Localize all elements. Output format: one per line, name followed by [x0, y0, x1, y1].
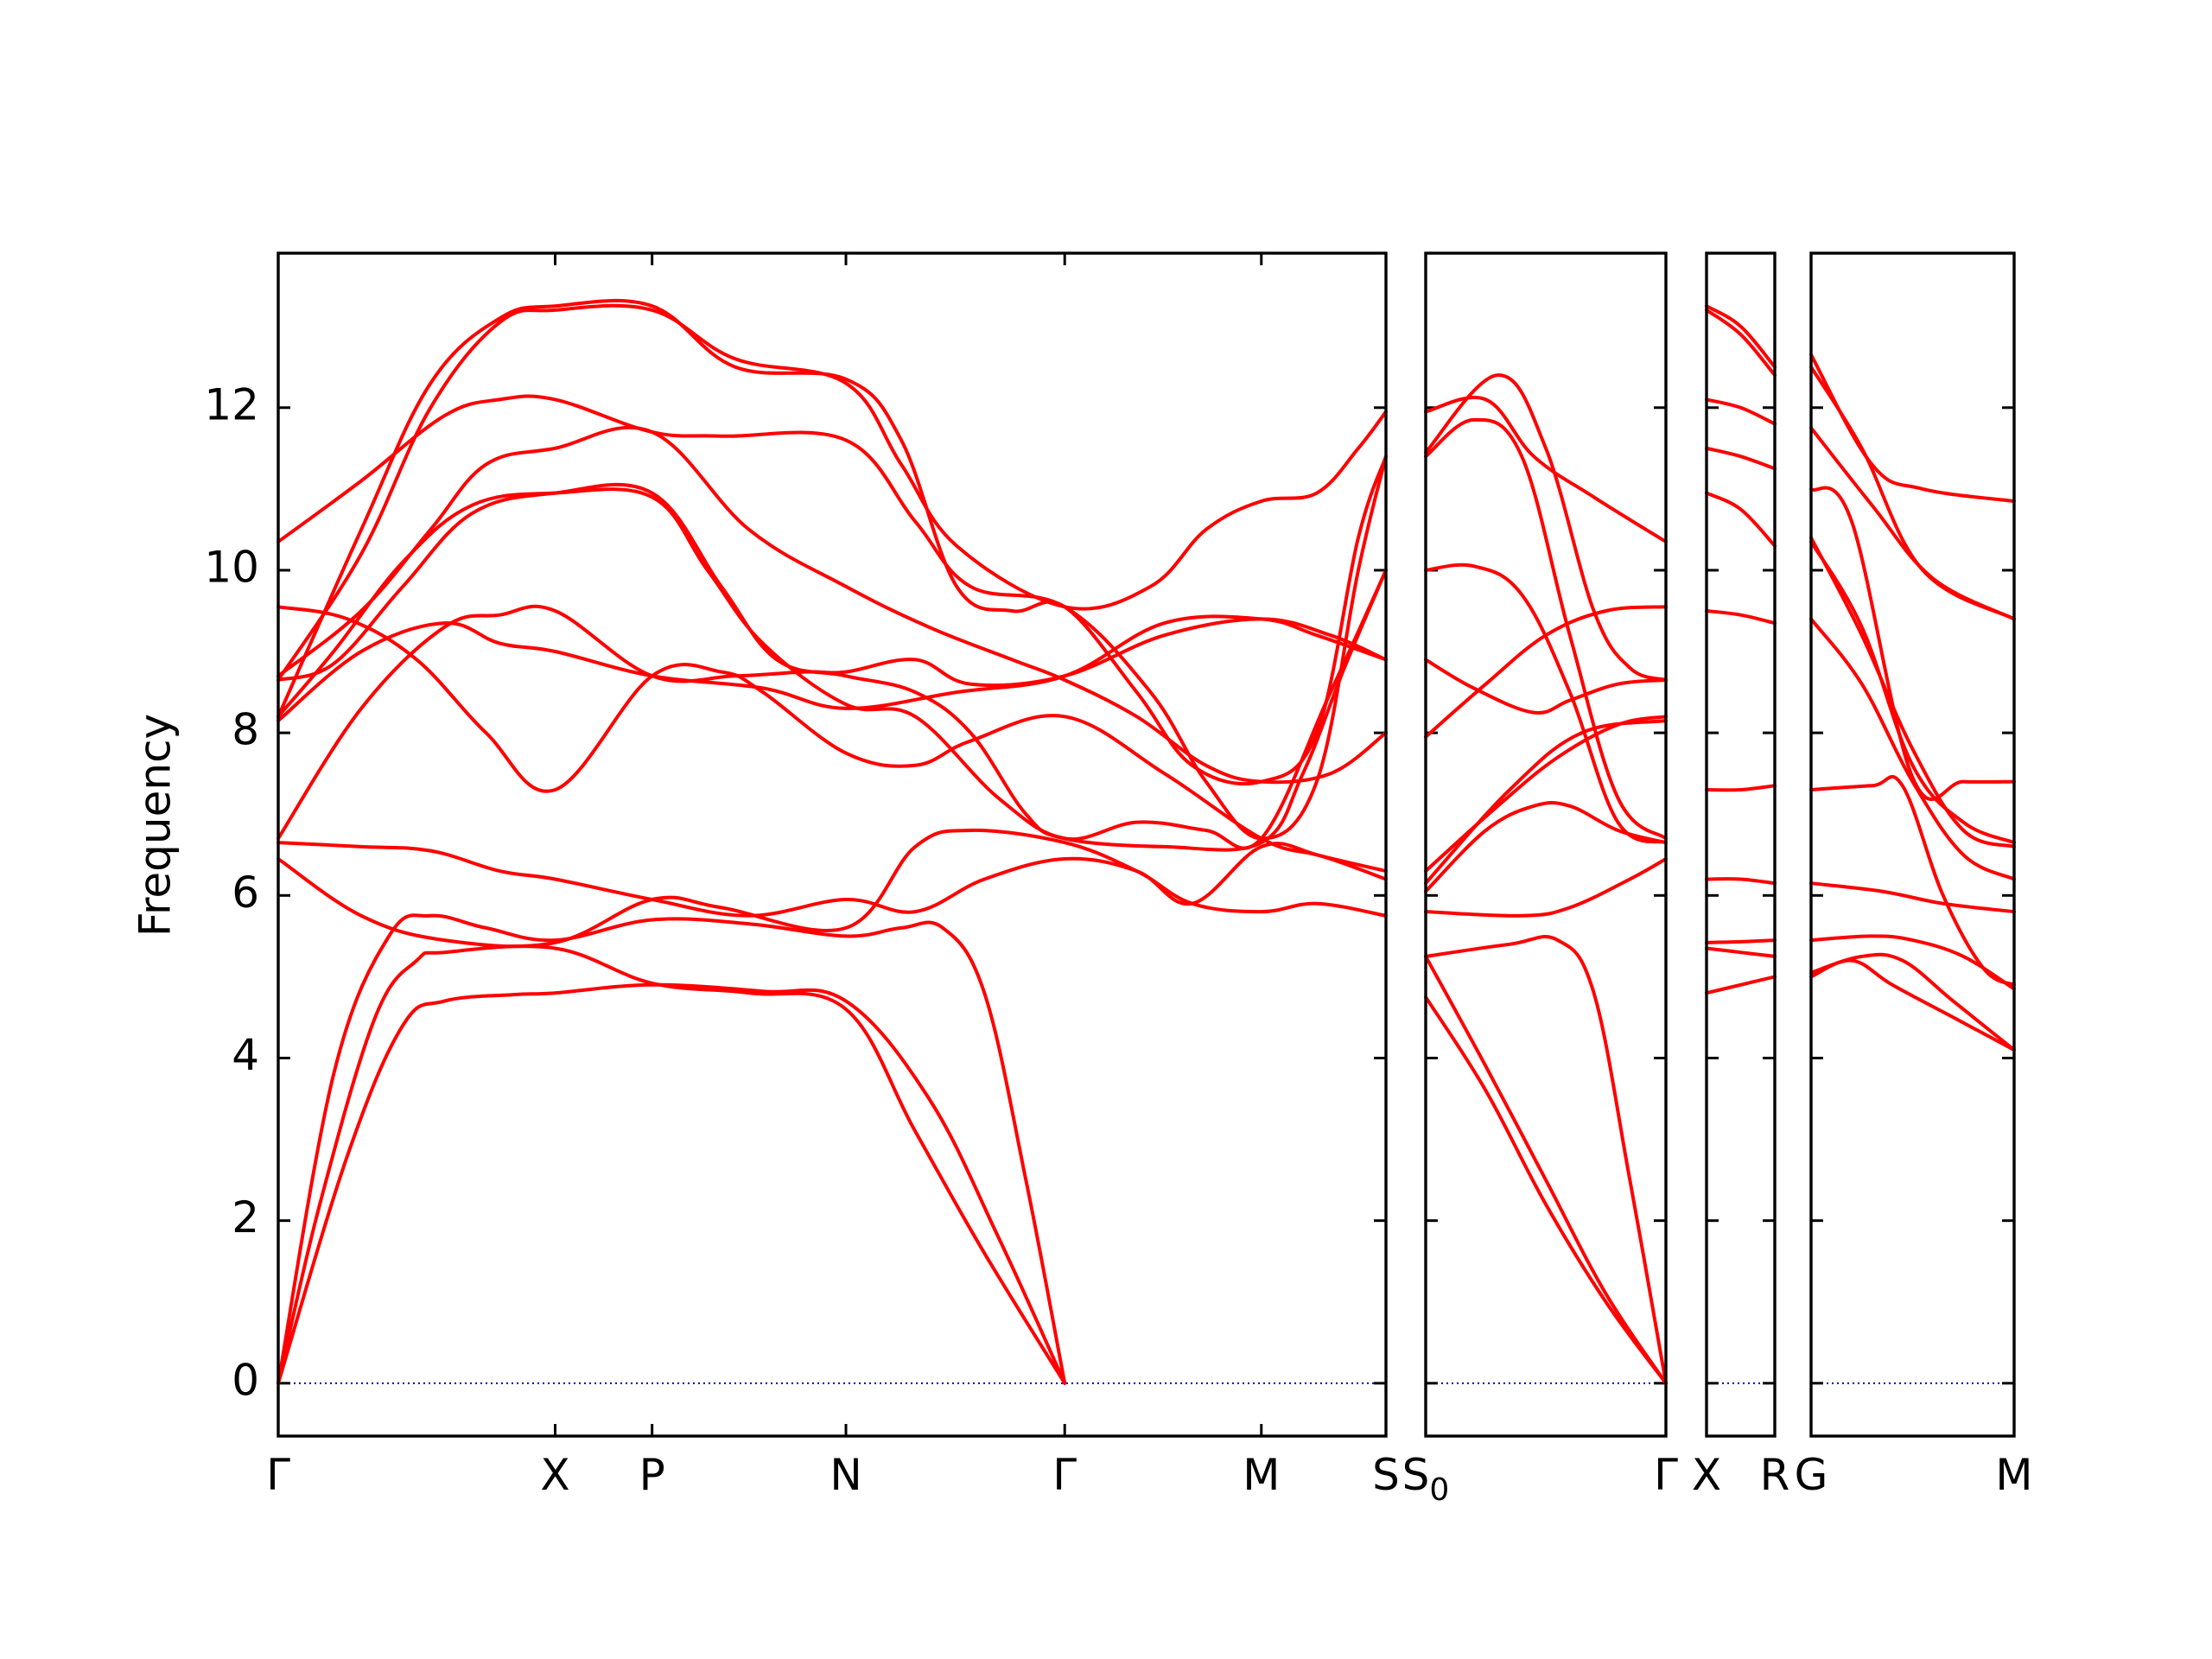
band-4: [1809, 881, 2016, 914]
band-10: [276, 487, 1388, 850]
x-tick-label: Γ: [1654, 1450, 1678, 1500]
band-5: [1705, 784, 1777, 792]
x-tick-label: X: [1692, 1450, 1721, 1500]
band-3: [1424, 935, 1668, 1385]
x-tick-label: Γ: [1052, 1450, 1077, 1500]
band-11: [276, 425, 1388, 785]
x-tick-label: M: [1243, 1450, 1280, 1500]
panel-frame: [1705, 251, 1777, 1438]
band-5: [1809, 774, 2016, 987]
y-tick-label: 10: [204, 542, 259, 592]
panel-2: S0 Γ: [1402, 251, 1678, 1508]
band-4: [276, 828, 1388, 949]
band-9: [1809, 486, 2016, 801]
band-12: [1809, 353, 2016, 503]
y-tick-label: 2: [232, 1192, 259, 1243]
y-tick-label: 0: [232, 1355, 259, 1405]
y-tick-label: 6: [232, 868, 259, 918]
x-tick-label: R: [1760, 1450, 1790, 1500]
band-7: [1705, 491, 1777, 548]
band-lines: [1705, 304, 1777, 995]
band-1: [276, 944, 1067, 1385]
band-2: [1705, 946, 1777, 958]
band-1: [1705, 975, 1777, 995]
band-10: [1424, 563, 1668, 845]
x-tick-label: M: [1995, 1450, 2032, 1500]
band-5: [276, 841, 1388, 918]
x-tick-label: Γ: [266, 1450, 290, 1500]
band-2: [1424, 954, 1668, 1385]
x-tick-label: N: [830, 1450, 861, 1500]
band-13: [1424, 396, 1668, 543]
band-8: [1809, 536, 2016, 849]
band-1: [1809, 958, 2016, 1052]
panel-frame: [1424, 251, 1668, 1438]
y-axis-title: Frequency: [130, 714, 181, 937]
band-10: [1705, 304, 1777, 369]
band-11: [1705, 308, 1777, 378]
band-lines: [1809, 353, 2016, 1052]
band-11: [1809, 365, 2016, 621]
y-tick-label: 4: [232, 1030, 259, 1080]
band-3: [1705, 938, 1777, 944]
band-9: [1424, 658, 1668, 715]
band-9: [1705, 397, 1777, 426]
y-tick-label: 12: [204, 379, 259, 429]
x-tick-label: G: [1795, 1450, 1828, 1500]
band-13: [276, 298, 1388, 786]
band-12: [276, 303, 1388, 682]
band-6: [1705, 609, 1777, 626]
band-1: [1424, 995, 1668, 1385]
y-tick-labels: 0 2 4 6 8 10 12: [204, 379, 259, 1405]
band-2: [1809, 952, 2016, 1052]
x-tick-label: P: [639, 1450, 665, 1500]
x-tick-label: S0: [1402, 1450, 1450, 1508]
band-lines: [1424, 373, 1668, 1385]
panel-frame: [1809, 251, 2016, 1438]
band-7: [1809, 540, 2016, 845]
band-11: [1424, 417, 1668, 841]
band-3: [276, 913, 1067, 1385]
panels: Γ X P N Γ M S S0 Γ X R G M: [266, 251, 2033, 1508]
band-7: [1424, 715, 1668, 874]
band-lines: [276, 298, 1388, 1385]
band-9: [276, 482, 1388, 852]
y-tick-label: 8: [232, 705, 259, 755]
band-5: [1424, 800, 1668, 893]
band-8: [1424, 605, 1668, 739]
x-tick-label: X: [540, 1450, 569, 1500]
band-8: [276, 605, 1388, 874]
panel-frame: [276, 251, 1388, 1438]
band-4: [1705, 877, 1777, 886]
band-2: [276, 982, 1067, 1385]
band-12: [1424, 373, 1668, 682]
band-8: [1705, 446, 1777, 471]
band-14: [276, 394, 1388, 841]
band-7: [276, 614, 1388, 722]
band-4: [1424, 857, 1668, 918]
x-tick-label: S: [1372, 1450, 1400, 1500]
